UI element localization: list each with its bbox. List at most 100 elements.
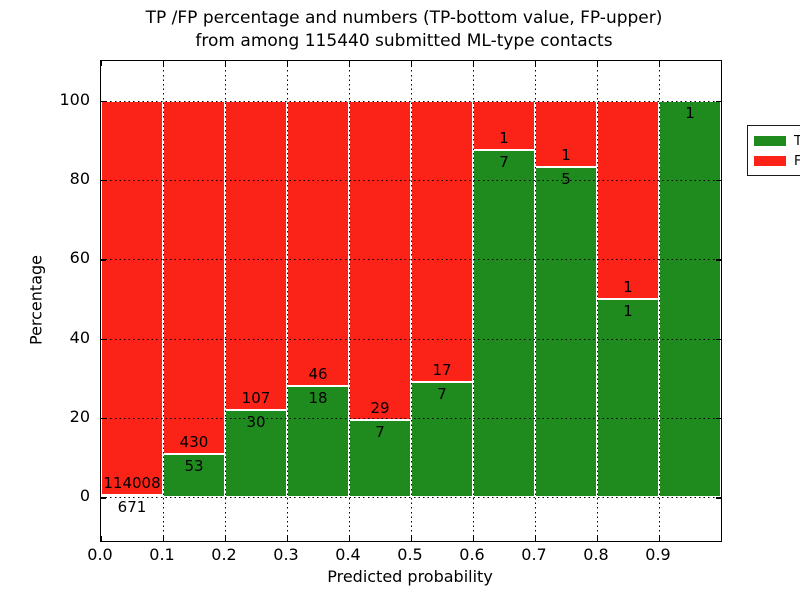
x-tick-label: 0.9 <box>645 545 671 564</box>
x-tick-label: 0.4 <box>335 545 361 564</box>
x-tick-label: 0.6 <box>459 545 485 564</box>
x-tick-mark-top <box>597 61 599 66</box>
x-tick-mark <box>287 536 289 541</box>
fp-count-label: 29 <box>370 399 390 418</box>
tp-bar-segment <box>349 420 411 498</box>
x-tick-mark <box>163 536 165 541</box>
x-gridline <box>163 61 164 541</box>
x-tick-mark <box>473 536 475 541</box>
x-gridline <box>411 61 412 541</box>
y-tick-mark <box>101 338 106 341</box>
tp-legend-label: TP <box>794 133 800 149</box>
y-tick-mark-right <box>716 180 721 182</box>
fp-legend-label: FP <box>794 153 800 169</box>
x-tick-mark-top <box>535 61 537 66</box>
tp-count-label: 671 <box>117 498 147 517</box>
fp-count-label: 1 <box>561 145 571 164</box>
tp-count-label: 18 <box>308 388 328 407</box>
y-tick-mark-right <box>716 100 721 103</box>
y-tick-label: 80 <box>69 169 90 188</box>
y-gridline <box>101 497 721 499</box>
y-tick-mark <box>101 180 106 182</box>
x-axis-title: Predicted probability <box>327 567 493 586</box>
tp-bar-segment <box>163 453 225 498</box>
fp-count-label: 430 <box>179 432 209 451</box>
fp-bar-segment <box>163 100 225 454</box>
x-gridline <box>473 61 474 541</box>
fp-count-label: 1 <box>499 129 509 148</box>
x-tick-label: 0.8 <box>583 545 609 564</box>
fp-legend-swatch <box>754 156 786 166</box>
y-tick-label: 100 <box>59 89 90 109</box>
y-tick-mark <box>101 497 106 499</box>
x-gridline <box>659 61 660 541</box>
fp-count-label: 1 <box>623 278 633 297</box>
tp-bar-segment <box>659 100 721 498</box>
fp-bar-segment <box>287 100 349 386</box>
tp-bar-segment <box>535 166 597 498</box>
x-gridline <box>535 61 536 541</box>
x-gridline <box>349 61 350 541</box>
fp-bar-segment <box>535 100 597 167</box>
y-tick-label: 20 <box>69 407 90 427</box>
x-tick-mark-top <box>659 61 661 66</box>
x-gridline <box>225 61 226 541</box>
plot-area: TP FP 1140086714305310730461829717717151… <box>100 60 800 542</box>
fp-bar-segment <box>349 100 411 421</box>
x-tick-mark-top <box>411 61 413 66</box>
tp-bar-segment <box>287 385 349 498</box>
fp-count-label: 17 <box>432 360 452 379</box>
tp-bar-segment <box>411 381 473 498</box>
x-tick-mark <box>101 536 103 541</box>
tp-bar-segment <box>101 495 163 498</box>
x-tick-label: 0.3 <box>273 545 299 564</box>
tp-count-label: 7 <box>437 384 447 403</box>
y-tick-mark <box>101 100 106 103</box>
tp-legend-swatch <box>754 136 786 146</box>
x-tick-mark <box>597 536 599 541</box>
x-tick-mark-top <box>287 61 289 66</box>
fp-bar-segment <box>101 100 163 495</box>
fp-bar-segment <box>473 100 535 151</box>
tp-count-label: 5 <box>561 169 571 188</box>
y-tick-mark <box>101 259 106 261</box>
tp-count-label: 1 <box>685 103 695 122</box>
x-tick-mark-top <box>225 61 227 66</box>
tp-count-label: 7 <box>499 153 509 172</box>
tp-count-label: 53 <box>184 456 204 475</box>
fp-count-label: 107 <box>241 389 271 408</box>
tp-bar-segment <box>473 150 535 498</box>
fp-count-label: 46 <box>308 364 328 383</box>
y-gridline <box>101 418 721 420</box>
x-tick-mark-top <box>473 61 475 66</box>
x-tick-label: 0.2 <box>211 545 237 564</box>
y-tick-mark <box>101 418 106 420</box>
x-tick-mark-top <box>163 61 165 66</box>
x-tick-mark <box>411 536 413 541</box>
legend-row-tp: TP <box>754 131 800 151</box>
y-gridline <box>101 259 721 261</box>
x-tick-label: 0.5 <box>397 545 423 564</box>
legend: TP FP <box>747 125 800 176</box>
x-tick-mark <box>225 536 227 541</box>
x-tick-mark-top <box>349 61 351 66</box>
x-tick-label: 0.7 <box>521 545 547 564</box>
y-gridline <box>101 100 721 102</box>
x-tick-mark <box>535 536 537 541</box>
y-tick-mark-right <box>716 259 721 261</box>
x-tick-label: 0.0 <box>87 545 113 564</box>
y-tick-mark-right <box>716 338 721 341</box>
y-tick-mark-right <box>716 497 721 499</box>
x-gridline <box>597 61 598 541</box>
y-tick-label: 0 <box>79 486 90 506</box>
tp-count-label: 1 <box>623 302 633 321</box>
x-tick-mark-top <box>101 61 103 66</box>
y-gridline <box>101 180 721 181</box>
x-gridline <box>287 61 288 541</box>
x-tick-label: 0.1 <box>149 545 175 564</box>
y-tick-mark-right <box>716 418 721 420</box>
legend-row-fp: FP <box>754 151 800 171</box>
x-tick-mark <box>659 536 661 541</box>
chart-title-line-1: TP /FP percentage and numbers (TP-bottom… <box>145 8 663 28</box>
